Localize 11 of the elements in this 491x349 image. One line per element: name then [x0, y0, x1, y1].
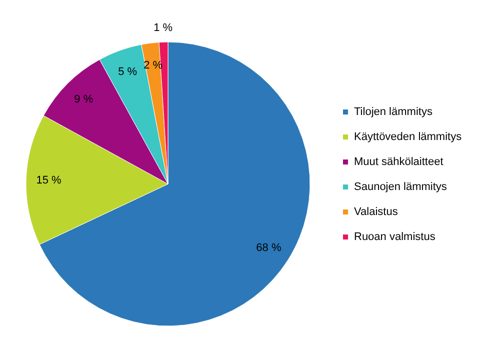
- legend-label: Saunojen lämmitys: [354, 181, 448, 193]
- data-label: 68 %: [256, 242, 282, 254]
- data-label: 9 %: [74, 94, 94, 106]
- data-label: 1 %: [154, 22, 173, 34]
- data-label: 15 %: [36, 174, 62, 186]
- legend-label: Valaistus: [354, 206, 398, 218]
- legend-label: Tilojen lämmitys: [354, 106, 433, 118]
- legend-label: Muut sähkölaitteet: [354, 156, 444, 168]
- legend-label: Käyttöveden lämmitys: [354, 131, 462, 143]
- legend-label: Ruoan valmistus: [354, 231, 436, 243]
- data-label: 5 %: [118, 66, 138, 78]
